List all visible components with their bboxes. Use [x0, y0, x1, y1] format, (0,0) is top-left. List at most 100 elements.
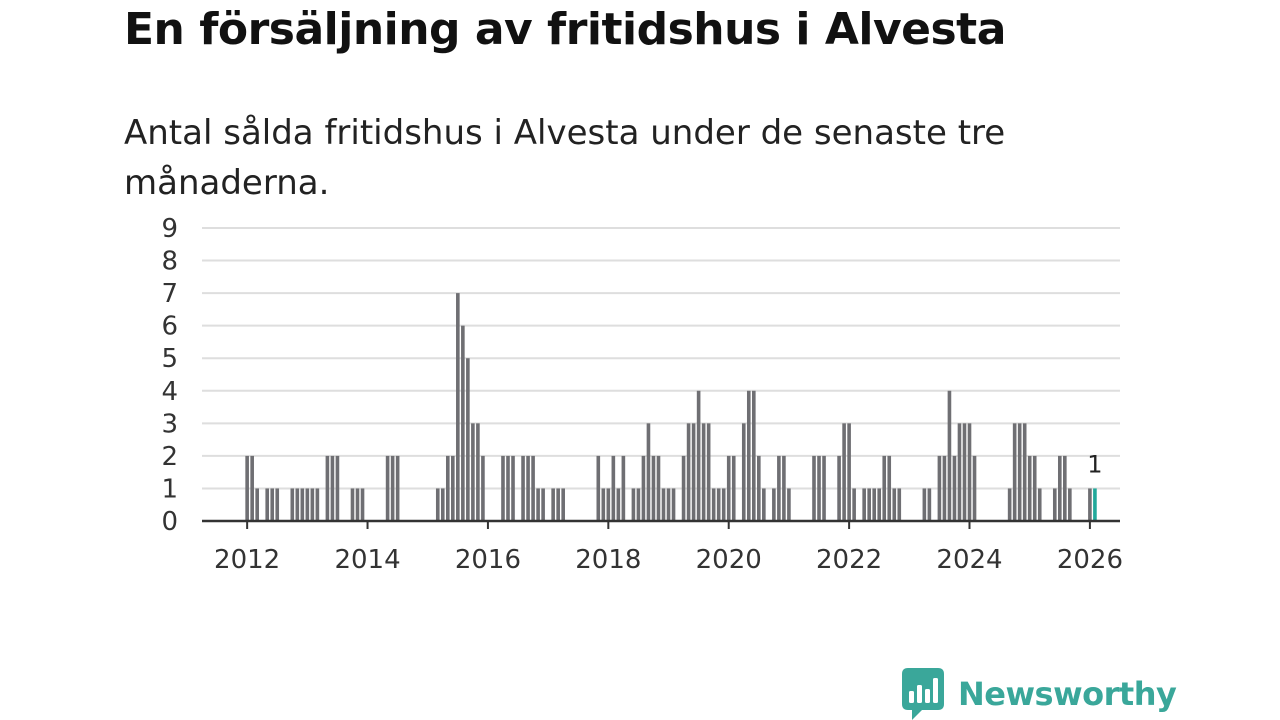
bar — [937, 455, 942, 521]
bar — [822, 455, 826, 521]
x-axis: 2012 2014 2016 2018 2020 2022 2024 2026 — [202, 519, 1123, 575]
bar — [972, 455, 977, 521]
bar — [616, 488, 621, 521]
bar — [1032, 455, 1037, 521]
bar — [847, 423, 851, 521]
bar — [275, 488, 280, 521]
bar — [741, 423, 746, 521]
x-tick-label: 2026 — [1057, 545, 1123, 575]
bar — [787, 488, 791, 521]
bar — [877, 488, 882, 521]
bar — [1007, 488, 1012, 521]
bar — [927, 488, 932, 521]
bar — [656, 455, 661, 521]
bar — [772, 488, 776, 521]
bar — [731, 455, 736, 521]
bar — [882, 455, 887, 521]
bar — [521, 455, 525, 521]
bar — [295, 488, 300, 521]
y-tick-label: 4 — [161, 377, 178, 407]
bar — [476, 423, 480, 521]
bar — [897, 488, 902, 521]
bar — [541, 488, 545, 521]
bar — [812, 455, 816, 521]
bar — [782, 455, 786, 521]
bar — [681, 455, 686, 521]
bar — [435, 488, 440, 521]
bar — [1022, 423, 1027, 521]
bar-value-label: 1 — [1087, 450, 1102, 478]
y-tick-label: 3 — [161, 409, 178, 439]
x-tick-label: 2016 — [455, 545, 521, 575]
bar — [762, 488, 766, 521]
bar — [531, 455, 535, 521]
bar — [706, 423, 711, 521]
bar — [641, 455, 646, 521]
bar — [862, 488, 866, 521]
bar — [330, 455, 335, 521]
bar — [556, 488, 560, 521]
grid-lines — [202, 227, 1120, 490]
bar — [716, 488, 721, 521]
x-tick-label: 2024 — [936, 545, 1002, 575]
bar — [671, 488, 676, 521]
bar — [852, 488, 856, 521]
bar — [536, 488, 540, 521]
bar — [501, 455, 505, 521]
y-tick-label: 2 — [161, 442, 178, 472]
bar — [952, 455, 957, 521]
bar — [385, 455, 390, 521]
bar — [842, 423, 846, 521]
bar — [466, 358, 470, 521]
bar — [310, 488, 315, 521]
bar — [561, 488, 565, 521]
bar — [350, 488, 355, 521]
bar — [265, 488, 270, 521]
bar — [701, 423, 706, 521]
bar — [1037, 488, 1042, 521]
x-tick-label: 2022 — [816, 545, 882, 575]
bar — [290, 488, 295, 521]
bar — [1052, 488, 1057, 521]
y-tick-label: 9 — [161, 214, 178, 244]
chart-subtitle: Antal sålda fritidshus i Alvesta under d… — [124, 113, 1006, 203]
newsworthy-logo-icon — [902, 668, 944, 720]
bar — [711, 488, 716, 521]
bar — [777, 455, 781, 521]
bar — [440, 488, 445, 521]
bar — [451, 455, 455, 521]
bar — [601, 488, 606, 521]
y-tick-label: 6 — [161, 312, 178, 342]
bar — [631, 488, 636, 521]
bar — [335, 455, 340, 521]
bar — [1088, 488, 1092, 521]
bar — [947, 390, 952, 521]
bar — [315, 488, 320, 521]
y-tick-label: 0 — [161, 507, 178, 537]
data-labels: 1 — [1087, 450, 1102, 478]
bars — [245, 293, 1097, 521]
bar — [551, 488, 555, 521]
bar — [751, 390, 756, 521]
bar — [867, 488, 871, 521]
brand-name: Newsworthy — [958, 675, 1177, 713]
bar — [395, 455, 400, 521]
bar — [962, 423, 967, 521]
bar — [1012, 423, 1017, 521]
y-tick-label: 8 — [161, 247, 178, 277]
bar — [967, 423, 972, 521]
bar — [817, 455, 821, 521]
bar — [691, 423, 696, 521]
bar — [726, 455, 731, 521]
bar — [305, 488, 310, 521]
y-tick-label: 5 — [161, 344, 178, 374]
bar — [646, 423, 651, 521]
bar — [942, 455, 947, 521]
bar — [325, 455, 330, 521]
bar — [887, 455, 892, 521]
bar — [255, 488, 259, 521]
bar — [526, 455, 530, 521]
bar — [445, 455, 450, 521]
bar — [757, 455, 761, 521]
